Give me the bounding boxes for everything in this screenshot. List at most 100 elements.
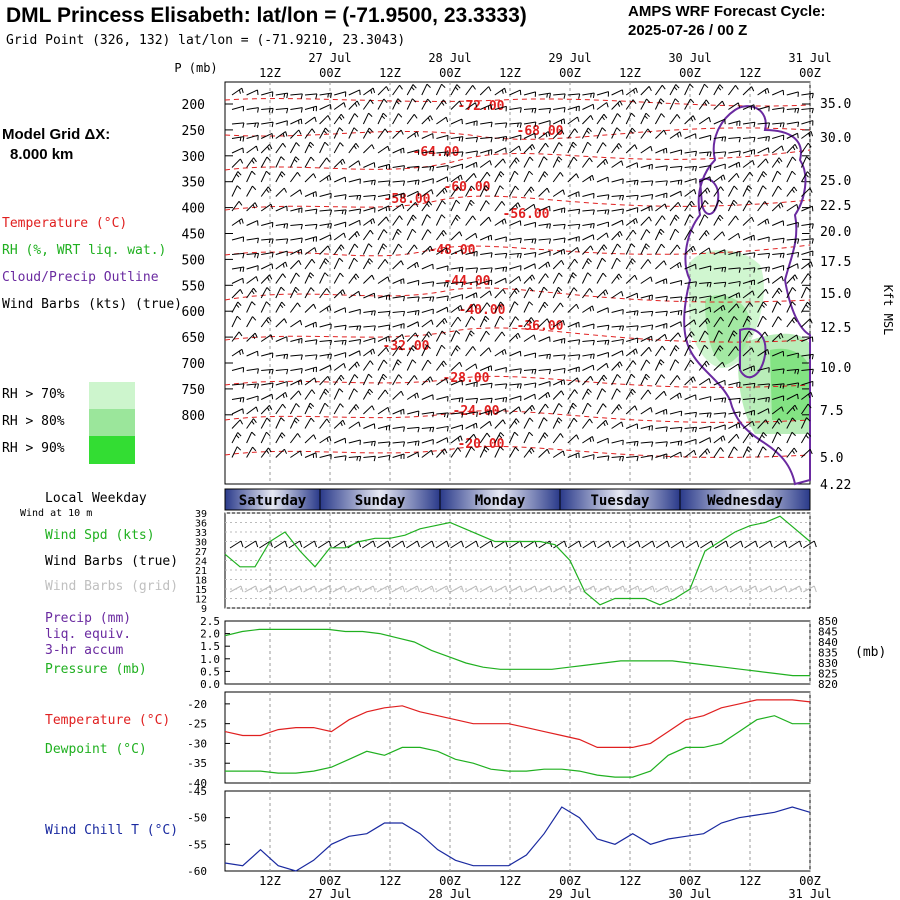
wind-barb-feather bbox=[764, 350, 767, 356]
wind-barb-shaft bbox=[640, 194, 653, 197]
wind-barb-shaft bbox=[304, 173, 314, 183]
wind-barb-shaft bbox=[801, 92, 814, 96]
wind-barb-feather bbox=[546, 224, 548, 229]
wind-barb-feather bbox=[680, 296, 683, 302]
wind-barb-shaft bbox=[363, 440, 376, 444]
wind-barb-shaft bbox=[684, 115, 694, 125]
wind-barb-shaft bbox=[319, 454, 332, 458]
kft-tick-label: 25.0 bbox=[820, 174, 851, 189]
wind-barb-shaft bbox=[333, 113, 342, 125]
wind-barb-shaft bbox=[611, 455, 624, 458]
wind-barb-shaft bbox=[582, 192, 595, 197]
wind-barb-feather bbox=[323, 391, 327, 395]
wind-barb-shaft bbox=[509, 332, 519, 342]
wind-barb-shaft bbox=[275, 432, 283, 444]
wind-barb-shaft bbox=[786, 301, 793, 313]
wind-barb-shaft bbox=[377, 180, 390, 183]
wind-barb-feather bbox=[501, 89, 504, 94]
wind-barb-shaft bbox=[377, 389, 386, 400]
wind-barb-feather bbox=[271, 108, 274, 114]
wind-barb-feather bbox=[737, 363, 741, 369]
weekday-label: Wednesday bbox=[707, 493, 783, 509]
wind-barb-feather bbox=[602, 403, 607, 408]
wind-barb-shaft bbox=[786, 107, 799, 110]
wind-barb-shaft bbox=[523, 186, 532, 197]
wind-barb-shaft bbox=[450, 412, 463, 415]
wind-barb-feather bbox=[576, 247, 580, 253]
wind-barb-feather bbox=[779, 122, 782, 128]
wind-barb-feather bbox=[283, 318, 287, 324]
wind-barb-feather bbox=[738, 292, 741, 298]
wind-barb-feather bbox=[473, 433, 477, 439]
wind-barb-shaft bbox=[567, 354, 580, 357]
wind-barb-feather bbox=[562, 320, 565, 326]
wind-barb-shaft bbox=[436, 265, 449, 270]
wind-barb-feather bbox=[457, 186, 462, 192]
bottom-date-label: 27 Jul bbox=[308, 887, 351, 900]
wind-barb-feather bbox=[807, 273, 812, 278]
wind-barb-feather bbox=[658, 101, 663, 105]
wind-barb-shaft bbox=[494, 158, 504, 168]
wind-barb-feather bbox=[603, 374, 608, 380]
wind-barb-shaft bbox=[421, 376, 431, 386]
wind-barb-feather bbox=[633, 180, 636, 185]
surface-wind-barb-true bbox=[803, 540, 815, 549]
wind-barb-feather bbox=[545, 273, 549, 278]
wind-barb-shaft bbox=[333, 257, 340, 270]
wind-barb-shaft bbox=[246, 287, 254, 299]
wind-barb-feather bbox=[768, 397, 770, 403]
top-hour-label: 12Z bbox=[259, 66, 281, 80]
wind-barb-feather bbox=[651, 180, 654, 186]
wind-barb-feather bbox=[534, 108, 537, 114]
wind-barb-shaft bbox=[698, 378, 710, 386]
wind-barb-feather bbox=[748, 200, 753, 205]
wind-barb-shaft bbox=[348, 339, 361, 342]
wind-barb-feather bbox=[590, 115, 594, 121]
wind-barb-shaft bbox=[567, 377, 578, 386]
wind-barb-feather bbox=[545, 393, 548, 399]
wind-barb-feather bbox=[665, 426, 668, 432]
wind-barb-feather bbox=[680, 321, 682, 327]
surface-wind-barb-true bbox=[420, 540, 433, 549]
wind-barb-feather bbox=[505, 147, 507, 153]
wind-barb-feather bbox=[398, 243, 403, 249]
surface-wind-barb-true bbox=[450, 540, 462, 549]
wind-barb-feather bbox=[403, 296, 405, 302]
surface-wind-barb-grid bbox=[567, 585, 580, 593]
wind-chill-tick-label: -50 bbox=[187, 812, 207, 825]
wind-barb-shaft bbox=[231, 366, 244, 371]
surface-wind-barb-grid bbox=[435, 585, 448, 593]
wind-barb-feather bbox=[722, 362, 726, 368]
wind-barb-shaft bbox=[494, 396, 507, 400]
wind-barb-feather bbox=[563, 368, 566, 374]
wind-barb-feather bbox=[387, 146, 390, 152]
wind-barb-feather bbox=[619, 100, 623, 106]
wind-barb-feather bbox=[748, 330, 753, 336]
wind-barb-feather bbox=[338, 388, 344, 393]
wind-barb-shaft bbox=[713, 163, 726, 168]
wind-barb-feather bbox=[414, 310, 417, 316]
wind-barb-feather bbox=[514, 420, 518, 425]
wind-barb-shaft bbox=[436, 116, 447, 125]
wind-barb-shaft bbox=[319, 402, 326, 415]
wind-barb-shaft bbox=[523, 263, 536, 270]
wind-barb-feather bbox=[692, 245, 696, 251]
wind-barb-feather bbox=[475, 162, 478, 168]
wind-barb-shaft bbox=[757, 367, 770, 371]
wind-barb-shaft bbox=[508, 185, 516, 197]
surface-wind-barb-grid bbox=[317, 585, 330, 593]
wind-barb-feather bbox=[545, 133, 548, 138]
wind-barb-feather bbox=[677, 263, 679, 269]
wind-barb-shaft bbox=[800, 403, 809, 415]
pressure-tick-label-right: 845 bbox=[818, 626, 838, 639]
wind-barb-shaft bbox=[727, 330, 735, 342]
wind-barb-shaft bbox=[742, 397, 755, 400]
wind-barb-feather bbox=[677, 394, 680, 399]
wind-barb-shaft bbox=[509, 202, 519, 212]
wind-barb-shaft bbox=[786, 156, 793, 168]
wind-barb-shaft bbox=[231, 147, 244, 154]
kft-axis-label: Kft MSL bbox=[881, 285, 895, 336]
surface-wind-barb-grid bbox=[464, 585, 477, 593]
wind-barb-feather bbox=[571, 144, 575, 149]
wind-barb-feather bbox=[314, 116, 317, 123]
